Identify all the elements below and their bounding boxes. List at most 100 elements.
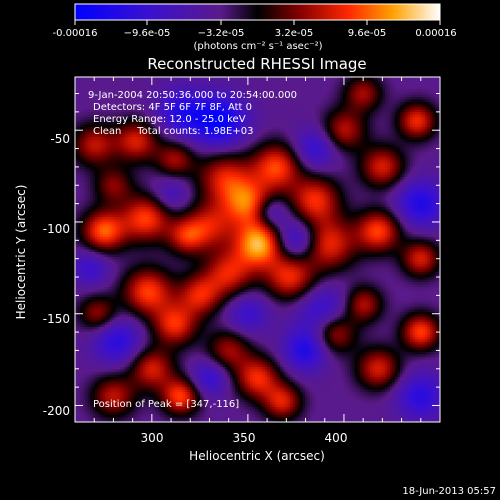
heatmap-cell bbox=[127, 102, 131, 105]
heatmap-cell bbox=[417, 107, 421, 110]
heatmap-cell bbox=[392, 129, 396, 133]
heatmap-cell bbox=[377, 142, 381, 145]
heatmap-cell bbox=[137, 159, 141, 163]
heatmap-cell bbox=[77, 112, 81, 115]
heatmap-cell bbox=[140, 159, 143, 163]
heatmap-cell bbox=[277, 97, 281, 100]
heatmap-cell bbox=[292, 107, 296, 110]
heatmap-cell bbox=[220, 112, 223, 115]
heatmap-cell bbox=[352, 89, 356, 93]
heatmap-cell bbox=[105, 159, 108, 163]
heatmap-cell bbox=[385, 82, 388, 85]
heatmap-cell bbox=[395, 117, 398, 120]
heatmap-cell bbox=[100, 82, 103, 85]
heatmap-cell bbox=[435, 87, 438, 90]
heatmap-cell bbox=[77, 114, 81, 118]
heatmap-cell bbox=[237, 89, 241, 93]
heatmap-cell bbox=[185, 117, 188, 120]
heatmap-cell bbox=[222, 134, 226, 138]
heatmap-cell bbox=[80, 87, 83, 90]
heatmap-cell bbox=[412, 147, 416, 150]
heatmap-cell bbox=[152, 127, 156, 130]
heatmap-cell bbox=[397, 157, 401, 160]
heatmap-cell bbox=[347, 144, 351, 148]
heatmap-cell bbox=[357, 87, 361, 90]
heatmap-cell bbox=[217, 82, 221, 85]
heatmap-cell bbox=[350, 149, 353, 153]
heatmap-cell bbox=[197, 82, 201, 85]
heatmap-cell bbox=[242, 152, 246, 155]
heatmap-cell bbox=[117, 87, 121, 90]
heatmap-cell bbox=[217, 94, 221, 98]
heatmap-cell bbox=[245, 92, 248, 95]
heatmap-cell bbox=[300, 147, 303, 150]
heatmap-cell bbox=[275, 117, 278, 120]
heatmap-cell bbox=[85, 79, 88, 83]
heatmap-cell bbox=[115, 107, 118, 110]
heatmap-cell bbox=[202, 89, 206, 93]
heatmap-cell bbox=[265, 117, 268, 120]
heatmap-cell bbox=[90, 159, 93, 163]
heatmap-cell bbox=[107, 77, 111, 80]
heatmap-cell bbox=[242, 107, 246, 110]
heatmap-cell bbox=[322, 97, 326, 100]
heatmap-cell bbox=[380, 137, 383, 140]
heatmap-cell bbox=[187, 77, 191, 80]
heatmap-cell bbox=[265, 97, 268, 100]
heatmap-cell bbox=[170, 92, 173, 95]
heatmap-cell bbox=[332, 82, 336, 85]
heatmap-cell bbox=[112, 144, 116, 148]
heatmap-cell bbox=[190, 159, 193, 163]
heatmap-cell bbox=[320, 139, 323, 143]
heatmap-cell bbox=[355, 159, 358, 163]
heatmap-cell bbox=[397, 102, 401, 105]
heatmap-cell bbox=[202, 144, 206, 148]
heatmap-cell bbox=[307, 109, 311, 113]
heatmap-cell bbox=[295, 99, 298, 103]
heatmap-cell bbox=[255, 129, 258, 133]
heatmap-cell bbox=[425, 129, 428, 133]
heatmap-cell bbox=[250, 154, 253, 158]
heatmap-cell bbox=[242, 109, 246, 113]
heatmap-cell bbox=[122, 144, 126, 148]
heatmap-cell bbox=[157, 129, 161, 133]
heatmap-cell bbox=[370, 99, 373, 103]
heatmap-cell bbox=[192, 79, 196, 83]
heatmap-cell bbox=[212, 104, 216, 108]
heatmap-cell bbox=[122, 122, 126, 125]
heatmap-cell bbox=[82, 147, 86, 150]
heatmap-cell bbox=[280, 79, 283, 83]
heatmap-cell bbox=[185, 139, 188, 143]
heatmap-cell bbox=[372, 147, 376, 150]
heatmap-cell bbox=[132, 137, 136, 140]
heatmap-cell bbox=[407, 152, 411, 155]
heatmap-cell bbox=[167, 102, 171, 105]
heatmap-cell bbox=[252, 157, 256, 160]
heatmap-cell bbox=[147, 127, 151, 130]
heatmap-cell bbox=[195, 89, 198, 93]
heatmap-cell bbox=[135, 84, 138, 88]
heatmap-cell bbox=[147, 92, 151, 95]
heatmap-cell bbox=[152, 157, 156, 160]
heatmap-cell bbox=[90, 157, 93, 160]
heatmap-cell bbox=[240, 147, 243, 150]
heatmap-cell bbox=[222, 159, 226, 163]
heatmap-cell bbox=[400, 134, 403, 138]
heatmap-cell bbox=[335, 137, 338, 140]
heatmap-cell bbox=[112, 99, 116, 103]
heatmap-cell bbox=[262, 119, 266, 123]
heatmap-cell bbox=[392, 127, 396, 130]
heatmap-cell bbox=[272, 102, 276, 105]
heatmap-cell bbox=[265, 149, 268, 153]
heatmap-cell bbox=[335, 142, 338, 145]
heatmap-cell bbox=[145, 159, 148, 163]
heatmap-cell bbox=[120, 129, 123, 133]
heatmap-cell bbox=[327, 129, 331, 133]
heatmap-cell bbox=[417, 124, 421, 128]
heatmap-cell bbox=[97, 117, 101, 120]
heatmap-cell bbox=[292, 134, 296, 138]
heatmap-cell bbox=[215, 87, 218, 90]
heatmap-cell bbox=[422, 122, 426, 125]
heatmap-cell bbox=[375, 142, 378, 145]
